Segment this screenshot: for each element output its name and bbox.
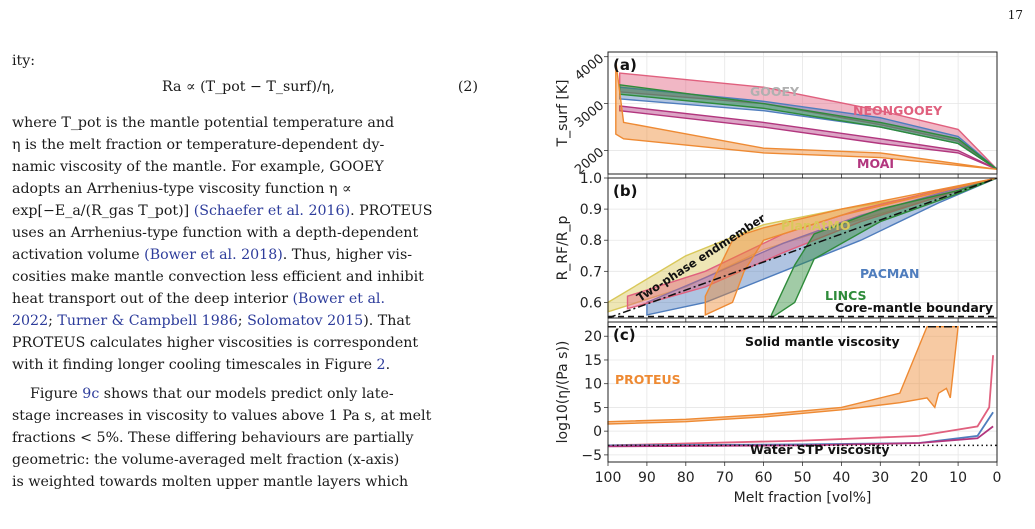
y-tick-label: 0 bbox=[593, 424, 602, 440]
series-line-neongooey bbox=[607, 355, 994, 447]
text-line: 2022; Turner & Campbell 1986; Solomatov … bbox=[12, 313, 411, 329]
citation-link[interactable]: (Bower et al. 2018) bbox=[144, 247, 283, 263]
x-tick-label: 0 bbox=[993, 470, 1002, 486]
annotation-label: MOAI bbox=[857, 156, 894, 171]
page-number: 17 bbox=[1007, 8, 1023, 22]
text-line: is weighted towards molten upper mantle … bbox=[12, 474, 409, 490]
citation-link[interactable]: Turner & Campbell 1986 bbox=[57, 313, 238, 329]
annotation-label: Water STP viscosity bbox=[750, 442, 890, 457]
x-axis-label: Melt fraction [vol%] bbox=[734, 490, 872, 506]
y-tick-label: 0.9 bbox=[580, 202, 602, 218]
x-tick-label: 80 bbox=[677, 470, 695, 486]
figure-link[interactable]: 2 bbox=[376, 357, 386, 373]
figure-link[interactable]: 9c bbox=[82, 386, 100, 402]
y-axis-label: log10(η/(Pa s)) bbox=[555, 341, 571, 444]
x-tick-label: 20 bbox=[910, 470, 928, 486]
text-line: where T_pot is the mantle potential temp… bbox=[12, 115, 395, 131]
text-line: geometric: the volume-averaged melt frac… bbox=[12, 452, 400, 468]
citation-link[interactable]: Solomatov 2015 bbox=[247, 313, 364, 329]
reference-line bbox=[607, 177, 998, 319]
y-axis-label: T_surf [K] bbox=[555, 80, 571, 148]
x-tick-label: 70 bbox=[716, 470, 734, 486]
citation-link[interactable]: 2022 bbox=[12, 313, 49, 329]
text-line: adopts an Arrhenius-type viscosity funct… bbox=[12, 181, 352, 197]
citation-link[interactable]: (Schaefer et al. 2016) bbox=[193, 203, 351, 219]
annotation-label: PACMAN bbox=[860, 266, 919, 281]
x-tick-label: 100 bbox=[595, 470, 622, 486]
panel-label: (b) bbox=[613, 182, 637, 200]
chart-panel-3: −5 0 5 10 15 20 (c) log10(η/(Pa s)) bbox=[555, 321, 998, 466]
figure-9: 20 0 0 3000 4000 (a) T_surf [K] 0.6 0.7 0.8 0.9 1.0… bbox=[555, 51, 1002, 506]
equation-2: Ra ∝ (T_pot − T_surf)/η, (2) bbox=[0, 76, 500, 100]
series-band-moai bbox=[619, 105, 998, 170]
text-line: namic viscosity of the mantle. For examp… bbox=[12, 159, 384, 175]
x-tick-label: 60 bbox=[755, 470, 773, 486]
y-tick-label: −5 bbox=[581, 448, 602, 464]
x-tick-label: 40 bbox=[832, 470, 850, 486]
y-axis-label: R_RF/R_p bbox=[555, 215, 571, 280]
equation-number: (2) bbox=[457, 79, 478, 95]
text-line: fractions < 5%. These differing behaviou… bbox=[12, 430, 414, 446]
x-tick-label: 30 bbox=[871, 470, 889, 486]
y-tick-label: 5 bbox=[593, 400, 602, 416]
series-band-lincs bbox=[770, 177, 998, 320]
panel-label: (a) bbox=[613, 56, 637, 74]
annotation-label: LINCS bbox=[825, 288, 867, 303]
annotation-label: PlanAtMO bbox=[781, 218, 851, 233]
text-line: ity: bbox=[12, 53, 36, 69]
annotation-label: GOOEY bbox=[750, 84, 800, 99]
annotation-label: NEONGOOEY bbox=[853, 103, 943, 118]
plot-frame bbox=[607, 321, 998, 463]
text-line: PROTEUS calculates higher viscosities is… bbox=[12, 335, 419, 351]
paper-text-column: ity: Ra ∝ (T_pot − T_surf)/η, (2) where … bbox=[0, 0, 500, 529]
series-line-moai bbox=[607, 425, 994, 448]
y-tick-label: 0.7 bbox=[580, 264, 602, 280]
text-line: stage increases in viscosity to values a… bbox=[12, 408, 432, 424]
y-tick-label: 15 bbox=[584, 353, 602, 369]
series-band-proteus bbox=[615, 61, 998, 170]
x-tick-label: 10 bbox=[949, 470, 967, 486]
citation-link[interactable]: (Bower et al. bbox=[292, 291, 385, 307]
text-line: exp[−E_a/(R_gas T_pot)] (Schaefer et al.… bbox=[12, 203, 433, 219]
y-tick-label: 10 bbox=[584, 377, 602, 393]
series-band-proteus bbox=[704, 177, 998, 316]
x-tick-label: 90 bbox=[638, 470, 656, 486]
text-line: η is the melt fraction or temperature-de… bbox=[12, 137, 385, 153]
annotation-label: PROTEUS bbox=[615, 372, 681, 387]
equation-formula: Ra ∝ (T_pot − T_surf)/η, bbox=[162, 79, 335, 95]
plot-frame bbox=[607, 51, 998, 175]
plot-frame bbox=[607, 177, 998, 319]
annotation-label: Solid mantle viscosity bbox=[745, 334, 900, 349]
y-tick-label: 20 bbox=[584, 329, 602, 345]
text-line: uses an Arrhenius-type function with a d… bbox=[12, 225, 419, 241]
chart-panel-2: 0.6 0.7 0.8 0.9 1.0 (b) R_RF/R_p bbox=[555, 171, 998, 322]
x-tick-label: 50 bbox=[794, 470, 812, 486]
y-tick-label: 4000 bbox=[572, 51, 607, 84]
text-line: with it finding longer cooling timescale… bbox=[12, 357, 391, 373]
series-band-lincs bbox=[619, 84, 998, 170]
y-tick-label: 0.8 bbox=[580, 233, 602, 249]
annotation-label: Core-mantle boundary bbox=[835, 300, 993, 315]
text-line: cosities make mantle convection less eff… bbox=[12, 269, 424, 285]
text-line: heat transport out of the deep interior … bbox=[12, 291, 385, 307]
text-line: Figure 9c shows that our models predict … bbox=[30, 386, 394, 402]
series-band-proteus bbox=[607, 326, 959, 425]
y-tick-label: 1.0 bbox=[580, 171, 602, 187]
y-tick-label: 0.6 bbox=[580, 295, 602, 311]
y-tick-label: 3000 bbox=[572, 98, 607, 131]
text-line: activation volume (Bower et al. 2018). T… bbox=[12, 247, 413, 263]
panel-label: (c) bbox=[613, 326, 636, 344]
